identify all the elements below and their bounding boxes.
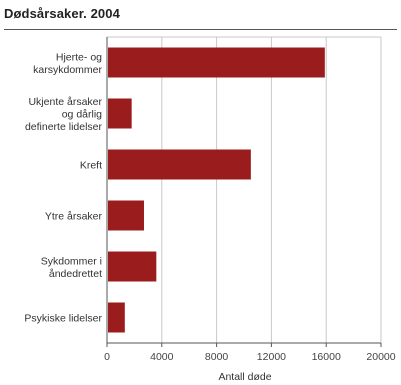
x-tick-label: 8000 bbox=[205, 351, 229, 363]
title-divider bbox=[4, 29, 397, 30]
bars bbox=[108, 47, 325, 333]
bar bbox=[108, 149, 251, 180]
category-label: Psykiske lidelser bbox=[24, 313, 102, 325]
x-tick-labels: 0 4000 8000 12000 16000 20000 bbox=[104, 351, 396, 363]
x-tick-label: 4000 bbox=[150, 351, 174, 363]
grid-lines bbox=[107, 36, 382, 343]
x-tick-label: 20000 bbox=[366, 351, 395, 363]
category-label: Kreft bbox=[80, 160, 102, 172]
bar bbox=[108, 47, 325, 78]
x-axis bbox=[106, 37, 382, 347]
category-labels: Hjerte- og karsykdommer Ukjente årsaker og … bbox=[24, 51, 102, 324]
bar bbox=[108, 302, 125, 333]
bar bbox=[108, 200, 144, 231]
chart-title: Dødsårsaker. 2004 bbox=[4, 6, 120, 21]
x-tick-label: 16000 bbox=[312, 351, 341, 363]
category-label: Hjerte- og karsykdommer bbox=[33, 51, 102, 76]
category-label: Ytre årsaker bbox=[45, 211, 103, 223]
bar bbox=[108, 251, 157, 282]
x-tick-label: 0 bbox=[104, 351, 110, 363]
category-label: Ukjente årsaker og dårlig definerte lidels… bbox=[25, 96, 103, 133]
x-axis-title: Antall døde bbox=[218, 371, 271, 383]
x-tick-label: 12000 bbox=[257, 351, 286, 363]
bar bbox=[108, 98, 132, 129]
category-label: Sykdommer i åndedrettet bbox=[41, 255, 102, 280]
